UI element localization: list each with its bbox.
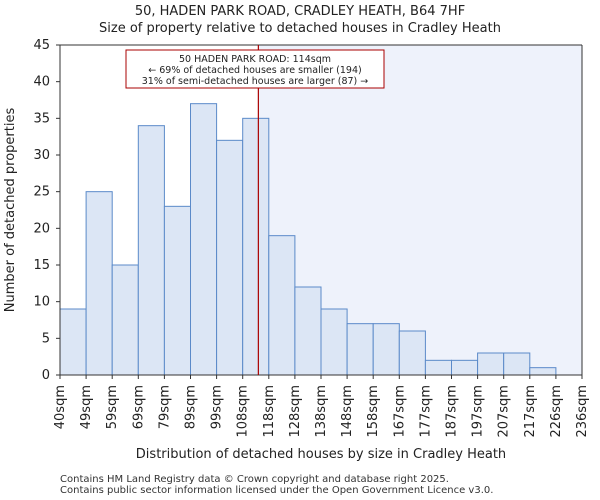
x-tick-label-40sqm: 40sqm — [53, 385, 68, 429]
bar-108sqm — [242, 117, 270, 376]
x-tick-label-236sqm: 236sqm — [575, 385, 590, 438]
y-tick-label-25: 25 — [33, 185, 50, 200]
y-tick-label-15: 15 — [33, 258, 50, 273]
x-tick-label-99sqm: 99sqm — [210, 385, 225, 429]
y-tick-label-0: 0 — [42, 368, 50, 383]
footer-line-1: Contains HM Land Registry data © Crown c… — [60, 474, 449, 485]
x-tick-label-167sqm: 167sqm — [392, 385, 407, 438]
x-tick-label-138sqm: 138sqm — [314, 385, 329, 438]
bar-40sqm — [59, 308, 87, 376]
bar-217sqm — [529, 367, 557, 376]
bar-89sqm — [190, 103, 218, 376]
x-tick-label-177sqm: 177sqm — [418, 385, 433, 438]
y-tick-label-30: 30 — [33, 148, 50, 163]
bar-128sqm — [294, 286, 322, 376]
bar-187sqm — [451, 359, 479, 376]
x-tick-label-89sqm: 89sqm — [184, 385, 199, 429]
annotation-box — [125, 49, 385, 89]
annotation-line-3: 31% of semi-detached houses are larger (… — [142, 76, 369, 87]
x-tick-label-118sqm: 118sqm — [262, 385, 277, 438]
x-tick-label-59sqm: 59sqm — [105, 385, 120, 429]
chart-title: 50, HADEN PARK ROAD, CRADLEY HEATH, B64 … — [134, 4, 466, 19]
y-tick-label-35: 35 — [33, 111, 50, 126]
bar-118sqm — [268, 235, 296, 376]
bar-79sqm — [163, 205, 191, 376]
x-tick-label-187sqm: 187sqm — [445, 385, 460, 438]
bar-177sqm — [424, 359, 452, 376]
x-tick-label-128sqm: 128sqm — [288, 385, 303, 438]
bar-207sqm — [503, 352, 531, 376]
footer-line-2: Contains public sector information licen… — [60, 485, 494, 496]
bar-59sqm — [111, 264, 139, 376]
chart-subtitle: Size of property relative to detached ho… — [99, 21, 501, 36]
bar-69sqm — [137, 125, 165, 376]
x-tick-label-158sqm: 158sqm — [366, 385, 381, 438]
y-tick-label-20: 20 — [33, 221, 50, 236]
annotation-line-1: 50 HADEN PARK ROAD: 114sqm — [179, 54, 331, 65]
x-axis-label: Distribution of detached houses by size … — [136, 447, 506, 462]
x-tick-label-79sqm: 79sqm — [157, 385, 172, 429]
x-tick-label-226sqm: 226sqm — [549, 385, 564, 438]
x-tick-label-108sqm: 108sqm — [236, 385, 251, 438]
bar-197sqm — [477, 352, 505, 376]
x-tick-label-148sqm: 148sqm — [340, 385, 355, 438]
x-tick-label-49sqm: 49sqm — [79, 385, 94, 429]
bar-99sqm — [216, 139, 244, 376]
x-tick-label-207sqm: 207sqm — [497, 385, 512, 438]
bar-148sqm — [346, 323, 374, 376]
y-tick-label-45: 45 — [33, 38, 50, 53]
y-tick-label-10: 10 — [33, 295, 50, 310]
y-tick-label-5: 5 — [42, 331, 50, 346]
bar-167sqm — [398, 330, 426, 376]
y-tick-label-40: 40 — [33, 75, 50, 90]
bar-49sqm — [85, 191, 113, 376]
x-tick-label-217sqm: 217sqm — [523, 385, 538, 438]
y-axis-label: Number of detached properties — [3, 108, 18, 313]
bar-158sqm — [372, 323, 400, 376]
bar-138sqm — [320, 308, 348, 376]
x-tick-label-69sqm: 69sqm — [131, 385, 146, 429]
annotation-line-2: ← 69% of detached houses are smaller (19… — [148, 65, 361, 76]
x-tick-label-197sqm: 197sqm — [471, 385, 486, 438]
